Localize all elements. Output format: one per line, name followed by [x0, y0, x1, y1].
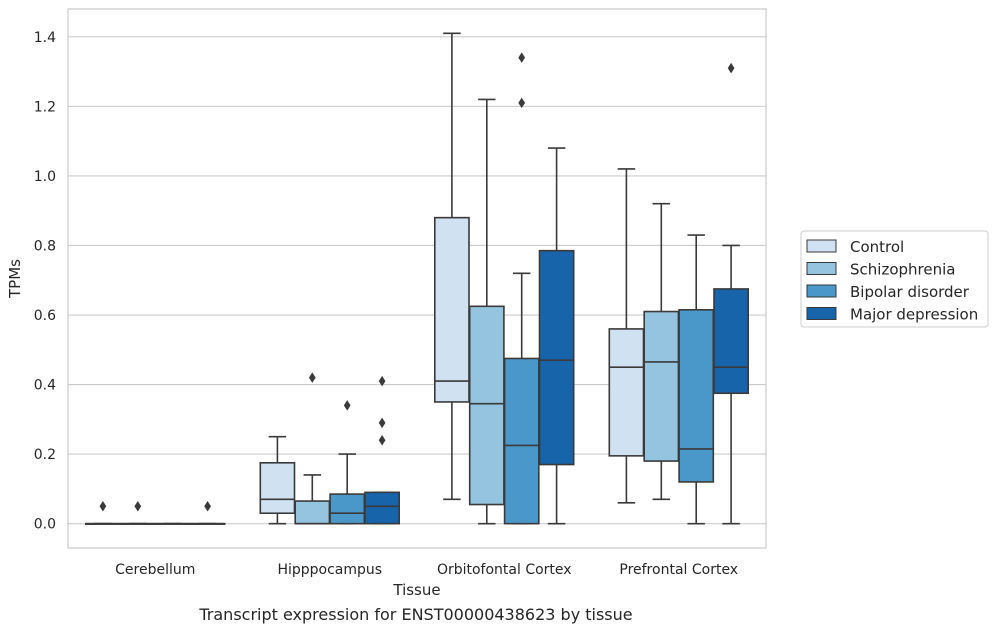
x-tick-label: Cerebellum — [115, 562, 195, 578]
legend-label: Major depression — [850, 306, 978, 324]
y-tick-label: 0.4 — [34, 378, 56, 394]
box-group — [154, 522, 191, 525]
y-tick-label: 1.4 — [34, 30, 56, 46]
box — [678, 308, 715, 483]
gridlines — [68, 36, 766, 525]
x-tick-label: Hipppocampus — [277, 562, 382, 578]
legend-items: Control Schizophrenia Bipolar disorder Majo… — [806, 238, 978, 324]
y-tick-label: 0.2 — [34, 447, 56, 463]
outlier-point — [727, 62, 735, 74]
box — [608, 328, 645, 457]
box-group — [294, 372, 331, 525]
box-group — [259, 435, 296, 525]
legend-label: Control — [850, 238, 904, 256]
legend-swatch — [806, 262, 837, 275]
y-tick-label: 1.2 — [34, 99, 56, 115]
axis-ticks-layer: 0.0 0.2 0.4 0.6 0.8 1.0 1.2 1.4 Cerebellum Hipppo… — [34, 30, 738, 578]
outlier-point — [343, 400, 351, 411]
outlier-point — [518, 97, 526, 109]
box-group — [189, 501, 226, 525]
boxes-layer — [84, 32, 750, 525]
box — [433, 216, 470, 403]
outlier-point — [378, 434, 386, 446]
box-group — [468, 98, 505, 525]
outlier-point — [518, 52, 526, 63]
legend-label: Schizophrenia — [850, 261, 955, 279]
box — [643, 310, 680, 462]
box-group — [713, 62, 750, 525]
box — [468, 305, 505, 506]
box — [364, 491, 401, 525]
outlier-point — [134, 501, 142, 512]
legend-label: Bipolar disorder — [850, 283, 970, 301]
box-group — [364, 375, 401, 525]
outlier-point — [378, 417, 386, 429]
box — [259, 462, 296, 515]
legend: Control Schizophrenia Bipolar disorder Majo… — [800, 230, 989, 328]
y-tick-label: 0.0 — [34, 517, 56, 533]
y-tick-label: 0.6 — [34, 308, 56, 324]
box-group — [119, 501, 156, 525]
y-tick-label: 1.0 — [34, 169, 56, 185]
outlier-point — [99, 501, 107, 512]
y-tick-label: 0.8 — [34, 238, 56, 254]
x-axis-label: Tissue — [392, 581, 440, 599]
box-group — [538, 147, 575, 525]
x-tick-label: Orbitofontal Cortex — [437, 562, 572, 578]
box — [329, 493, 366, 525]
box — [294, 500, 331, 525]
box-group — [643, 202, 680, 501]
legend-swatch — [806, 307, 837, 320]
legend-swatch — [806, 284, 837, 298]
box-group — [678, 234, 715, 525]
box-group — [503, 52, 540, 525]
figure-caption: Transcript expression for ENST0000043862… — [199, 605, 633, 624]
box — [503, 357, 540, 525]
legend-frame — [800, 230, 989, 328]
box-group — [84, 501, 121, 525]
plot-area-frame — [67, 8, 767, 549]
box-group — [608, 168, 645, 504]
outlier-point — [308, 372, 316, 383]
y-axis-label: TPMs — [6, 259, 24, 299]
box-group — [433, 32, 470, 501]
box — [713, 288, 750, 395]
legend-swatch — [806, 239, 837, 253]
outlier-point — [204, 501, 211, 512]
box-group — [329, 400, 366, 525]
x-tick-label: Prefrontal Cortex — [619, 562, 738, 578]
outlier-point — [378, 375, 386, 387]
box — [538, 249, 575, 466]
